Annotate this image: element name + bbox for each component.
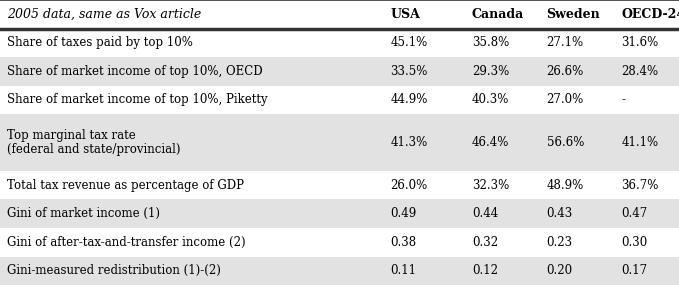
Text: 0.23: 0.23 <box>547 236 572 249</box>
Text: 0.47: 0.47 <box>621 207 648 220</box>
Text: 0.30: 0.30 <box>621 236 648 249</box>
Text: 31.6%: 31.6% <box>621 36 659 49</box>
Text: USA: USA <box>390 8 420 21</box>
Text: 0.12: 0.12 <box>472 264 498 277</box>
Text: 46.4%: 46.4% <box>472 136 509 149</box>
Text: Gini-measured redistribution (1)-(2): Gini-measured redistribution (1)-(2) <box>7 264 221 277</box>
Text: 32.3%: 32.3% <box>472 179 509 192</box>
Text: 26.6%: 26.6% <box>547 65 584 78</box>
Text: 45.1%: 45.1% <box>390 36 428 49</box>
Bar <box>0 171 679 200</box>
Text: 28.4%: 28.4% <box>621 65 659 78</box>
Text: Canada: Canada <box>472 8 524 21</box>
Text: 40.3%: 40.3% <box>472 93 509 106</box>
Text: Gini of after-tax-and-transfer income (2): Gini of after-tax-and-transfer income (2… <box>7 236 245 249</box>
Text: 29.3%: 29.3% <box>472 65 509 78</box>
Text: 0.43: 0.43 <box>547 207 573 220</box>
Text: 35.8%: 35.8% <box>472 36 509 49</box>
Text: 44.9%: 44.9% <box>390 93 428 106</box>
Text: 56.6%: 56.6% <box>547 136 584 149</box>
Text: Top marginal tax rate
(federal and state/provincial): Top marginal tax rate (federal and state… <box>7 129 181 156</box>
Text: 41.1%: 41.1% <box>621 136 659 149</box>
Text: 0.32: 0.32 <box>472 236 498 249</box>
Text: Share of taxes paid by top 10%: Share of taxes paid by top 10% <box>7 36 193 49</box>
Text: -: - <box>621 93 625 106</box>
Text: 0.44: 0.44 <box>472 207 498 220</box>
Text: 0.17: 0.17 <box>621 264 647 277</box>
Text: Gini of market income (1): Gini of market income (1) <box>7 207 160 220</box>
Text: Sweden: Sweden <box>547 8 600 21</box>
Text: 36.7%: 36.7% <box>621 179 659 192</box>
Text: OECD-24: OECD-24 <box>621 8 679 21</box>
Text: 0.49: 0.49 <box>390 207 417 220</box>
Text: 0.11: 0.11 <box>390 264 416 277</box>
Bar <box>0 0 679 28</box>
Text: Share of market income of top 10%, OECD: Share of market income of top 10%, OECD <box>7 65 262 78</box>
Bar <box>0 200 679 228</box>
Bar <box>0 28 679 57</box>
Text: Share of market income of top 10%, Piketty: Share of market income of top 10%, Piket… <box>7 93 268 106</box>
Text: Total tax revenue as percentage of GDP: Total tax revenue as percentage of GDP <box>7 179 244 192</box>
Bar <box>0 57 679 86</box>
Text: 27.0%: 27.0% <box>547 93 584 106</box>
Text: 0.20: 0.20 <box>547 264 572 277</box>
Bar <box>0 114 679 171</box>
Text: 41.3%: 41.3% <box>390 136 428 149</box>
Text: 27.1%: 27.1% <box>547 36 584 49</box>
Text: 26.0%: 26.0% <box>390 179 428 192</box>
Bar <box>0 228 679 256</box>
Bar <box>0 256 679 285</box>
Text: 33.5%: 33.5% <box>390 65 428 78</box>
Text: 2005 data, same as Vox article: 2005 data, same as Vox article <box>7 8 201 21</box>
Bar <box>0 86 679 114</box>
Text: 48.9%: 48.9% <box>547 179 584 192</box>
Text: 0.38: 0.38 <box>390 236 416 249</box>
